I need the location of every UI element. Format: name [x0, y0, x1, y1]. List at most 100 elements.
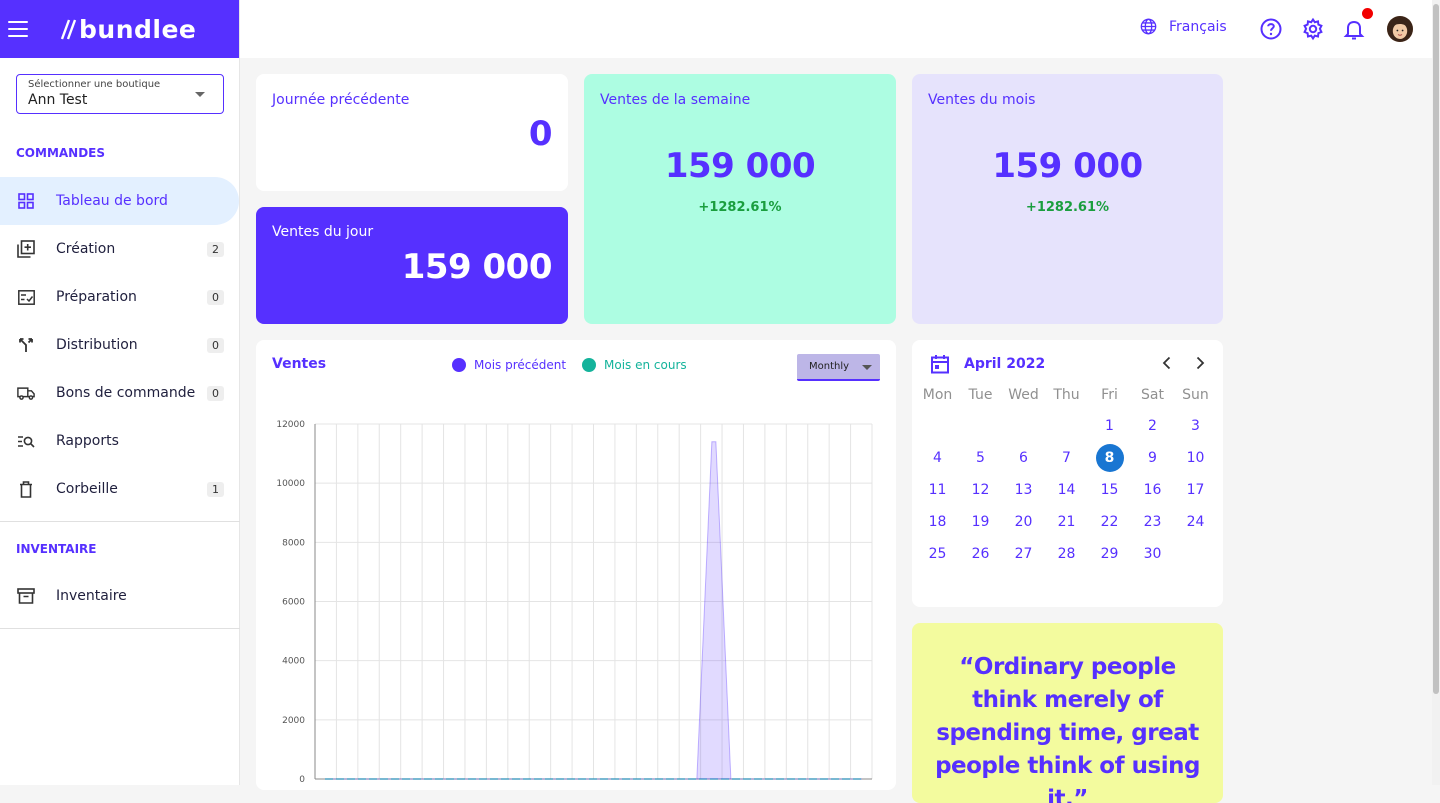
kpi-value: 159 000 [992, 146, 1143, 186]
calendar-day[interactable]: 9 [1148, 450, 1157, 466]
calendar-day[interactable]: 15 [1100, 482, 1119, 498]
calendar-day[interactable]: 4 [933, 450, 942, 466]
top-bar: Français [240, 0, 1432, 58]
sidebar-item-preparation[interactable]: Préparation 0 [0, 273, 240, 321]
calendar-prev-icon[interactable] [1160, 356, 1174, 370]
weekday-label: Wed [1008, 387, 1039, 403]
sidebar-divider [0, 521, 240, 522]
calendar-day[interactable]: 13 [1014, 482, 1033, 498]
sidebar-item-label: Création [56, 241, 116, 257]
calendar-day[interactable]: 10 [1186, 450, 1205, 466]
weekday-label: Sun [1182, 387, 1209, 403]
help-icon[interactable] [1259, 17, 1283, 41]
period-select[interactable]: Monthly [797, 354, 880, 381]
calendar-day[interactable]: 30 [1143, 546, 1162, 562]
quote-text: “Ordinary people think merely of spendin… [935, 654, 1200, 803]
calendar-day[interactable]: 11 [928, 482, 947, 498]
calendar-day[interactable]: 7 [1062, 450, 1071, 466]
calendar-day-selected[interactable]: 8 [1095, 444, 1124, 472]
kpi-title: Ventes du mois [928, 92, 1036, 108]
quote-card: “Ordinary people think merely of spendin… [912, 623, 1223, 803]
sidebar-item-label: Rapports [56, 433, 119, 449]
count-badge: 0 [207, 385, 224, 401]
calendar-day[interactable]: 1 [1105, 418, 1114, 434]
calendar-day[interactable]: 29 [1100, 546, 1119, 562]
checklist-icon [17, 288, 35, 306]
calendar-day[interactable]: 18 [928, 514, 947, 530]
sales-chart-plot: 0 2000 4000 6000 8000 10000 12000 [276, 420, 873, 785]
legend-item-previous[interactable]: Mois précédent [452, 358, 566, 372]
brand-bar: bundlee [0, 0, 239, 58]
calendar-next-icon[interactable] [1193, 356, 1207, 370]
calendar-day[interactable]: 17 [1186, 482, 1205, 498]
hamburger-icon[interactable] [8, 21, 28, 37]
kpi-value: 0 [528, 114, 553, 154]
sidebar-item-reports[interactable]: Rapports [0, 417, 240, 465]
y-tick-label: 4000 [282, 657, 305, 667]
archive-box-icon [17, 587, 35, 605]
kpi-value: 159 000 [664, 146, 816, 186]
calendar-day[interactable]: 20 [1014, 514, 1033, 530]
shop-select[interactable]: Sélectionner une boutique Ann Test [16, 74, 224, 114]
sidebar-item-trash[interactable]: Corbeille 1 [0, 465, 240, 513]
calendar-day[interactable]: 23 [1143, 514, 1162, 530]
calendar-day[interactable]: 14 [1057, 482, 1076, 498]
kpi-title: Ventes de la semaine [600, 92, 751, 108]
settings-icon[interactable] [1301, 17, 1325, 41]
legend-swatch [582, 358, 596, 372]
sidebar-item-inventory[interactable]: Inventaire [0, 572, 240, 620]
kpi-title: Journée précédente [272, 92, 410, 108]
calendar-day[interactable]: 5 [976, 450, 985, 466]
calendar-day[interactable]: 12 [971, 482, 990, 498]
chart-title: Ventes [272, 356, 327, 372]
avatar[interactable] [1387, 16, 1413, 42]
logo-mark-icon [60, 19, 77, 40]
calendar-day[interactable]: 6 [1019, 450, 1028, 466]
notifications-icon[interactable] [1342, 17, 1366, 41]
calendar-icon [931, 355, 949, 374]
scrollbar-thumb[interactable] [1433, 4, 1439, 694]
calendar-day[interactable]: 22 [1100, 514, 1119, 530]
sidebar-item-dashboard[interactable]: Tableau de bord [0, 177, 239, 225]
y-tick-label: 12000 [276, 420, 305, 430]
sales-chart-card: Ventes Mois précédent Mois en cours Mont… [256, 340, 896, 790]
calendar-day[interactable]: 19 [971, 514, 990, 530]
legend-swatch [452, 358, 466, 372]
sidebar-item-label: Inventaire [56, 588, 127, 604]
language-selector[interactable]: Français [1140, 18, 1227, 35]
y-tick-label: 8000 [282, 538, 305, 548]
sidebar-item-label: Bons de commande [56, 385, 196, 401]
weekday-label: Mon [922, 387, 953, 403]
section-heading-inventory: INVENTAIRE [16, 542, 97, 556]
calendar-day[interactable]: 21 [1057, 514, 1076, 530]
sidebar-item-label: Distribution [56, 337, 138, 353]
brand-logo[interactable]: bundlee [79, 14, 197, 44]
count-badge: 0 [207, 337, 224, 353]
calendar-day[interactable]: 28 [1057, 546, 1076, 562]
y-tick-label: 6000 [282, 598, 305, 608]
y-tick-label: 2000 [282, 716, 305, 726]
y-tick-label: 0 [299, 775, 305, 785]
kpi-value: 159 000 [401, 247, 553, 287]
legend-item-current[interactable]: Mois en cours [582, 358, 687, 372]
calendar-day[interactable]: 26 [971, 546, 990, 562]
sidebar-divider [0, 628, 240, 629]
trash-icon [17, 480, 35, 498]
calendar-day[interactable]: 16 [1143, 482, 1162, 498]
kpi-week-sales-card: Ventes de la semaine 159 000 +1282.61% [584, 74, 896, 324]
sidebar-item-distribution[interactable]: Distribution 0 [0, 321, 240, 369]
calendar-day[interactable]: 24 [1186, 514, 1205, 530]
calendar-month-label: April 2022 [964, 356, 1046, 372]
calendar-day[interactable]: 2 [1148, 418, 1157, 434]
count-badge: 0 [207, 289, 224, 305]
calendar-day[interactable]: 25 [928, 546, 947, 562]
chevron-down-icon [862, 365, 872, 370]
split-arrows-icon [17, 336, 35, 354]
calendar-day[interactable]: 27 [1014, 546, 1033, 562]
sidebar-item-purchase-orders[interactable]: Bons de commande 0 [0, 369, 240, 417]
calendar-day[interactable]: 3 [1191, 418, 1200, 434]
period-select-value: Monthly [809, 361, 850, 372]
weekday-label: Fri [1101, 387, 1118, 403]
sidebar-item-creation[interactable]: Création 2 [0, 225, 240, 273]
